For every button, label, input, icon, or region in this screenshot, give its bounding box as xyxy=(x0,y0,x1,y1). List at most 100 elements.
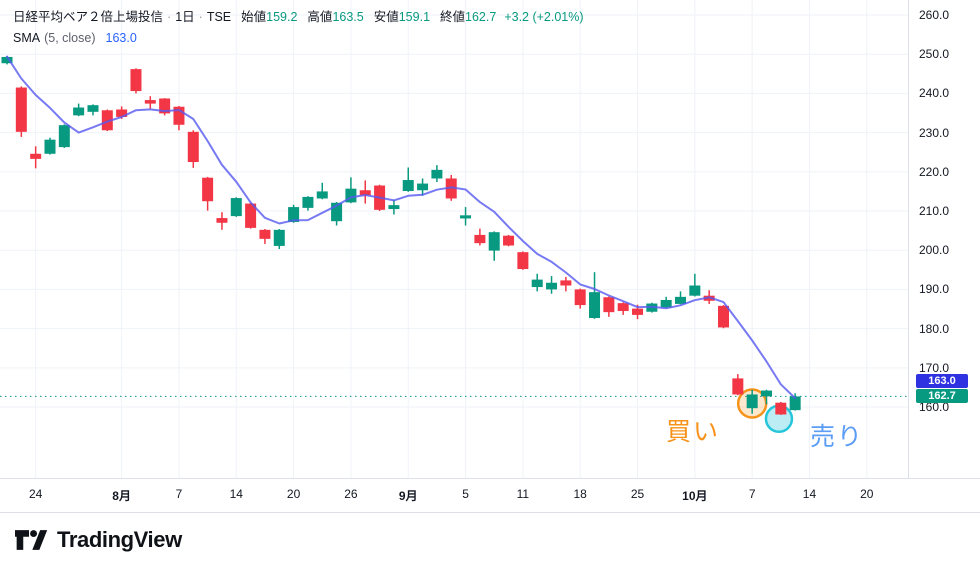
price-axis-label: 170.0 xyxy=(919,360,950,375)
ohlc-label: 始値 xyxy=(241,10,267,24)
candle xyxy=(345,188,357,203)
time-axis-label: 11 xyxy=(516,487,530,501)
candle xyxy=(130,69,142,92)
candle xyxy=(144,100,156,104)
time-axis-label: 8月 xyxy=(112,489,131,503)
price-axis[interactable]: 260.0 250.0 240.0 230.0 220.0 210.0 200.0 190.0… xyxy=(908,0,980,478)
candle xyxy=(560,280,572,286)
candle xyxy=(87,105,99,112)
ohlc-value: 159.1 xyxy=(398,10,431,24)
time-axis-label: 20 xyxy=(286,487,301,501)
tradingview-logo[interactable]: TradingView xyxy=(15,527,182,553)
candle xyxy=(73,107,85,116)
price-axis-label: 220.0 xyxy=(919,164,950,179)
candle xyxy=(216,218,228,223)
candle xyxy=(732,378,744,395)
ohlc-value: 163.5 xyxy=(332,10,364,24)
time-axis-label: 7 xyxy=(175,487,183,501)
symbol-title[interactable]: 日経平均ベア２倍上場投信 xyxy=(13,10,164,24)
indicator-value: 163.0 xyxy=(105,31,137,45)
candle xyxy=(589,292,601,319)
time-axis-label: 14 xyxy=(802,487,817,501)
candle xyxy=(718,305,729,328)
candle xyxy=(259,229,271,239)
candle xyxy=(746,394,758,409)
candle xyxy=(775,402,787,415)
price-axis-label: 230.0 xyxy=(919,125,950,140)
time-axis-label: 5 xyxy=(462,487,469,501)
ohlc-label: 安値 xyxy=(373,10,399,24)
candle xyxy=(603,297,615,313)
candle xyxy=(116,109,128,117)
ohlc-label: 高値 xyxy=(307,10,333,24)
candlestick-chart[interactable] xyxy=(0,0,908,478)
time-axis-label: 25 xyxy=(630,487,645,501)
sma-value-badge: 163.0 xyxy=(916,374,968,389)
candle xyxy=(101,110,113,131)
change-value: +3.2 (+2.01%) xyxy=(504,10,584,24)
candle xyxy=(503,235,515,246)
candle xyxy=(173,106,185,125)
price-axis-label: 240.0 xyxy=(919,86,950,101)
candle xyxy=(302,196,314,208)
candle xyxy=(273,229,285,246)
footer: TradingView xyxy=(15,523,182,557)
buy-annotation: 買い xyxy=(666,418,721,446)
price-axis-label: 160.0 xyxy=(919,400,950,414)
candle xyxy=(517,252,529,270)
legend-separator: · xyxy=(167,10,172,24)
chart-plot-area[interactable] xyxy=(0,0,908,478)
time-axis-label: 14 xyxy=(229,487,243,501)
last-price-badge: 162.7 xyxy=(916,389,968,404)
indicator-name[interactable]: SMA xyxy=(13,31,41,45)
candle xyxy=(316,191,328,199)
price-axis-label: 180.0 xyxy=(919,321,950,336)
candle xyxy=(546,282,558,290)
candle xyxy=(359,190,371,196)
candle xyxy=(202,177,214,202)
gridlines xyxy=(0,0,908,478)
price-axis-label: 210.0 xyxy=(919,204,950,218)
tradingview-wordmark: TradingView xyxy=(57,527,182,552)
candle xyxy=(531,279,543,288)
candle xyxy=(617,303,629,311)
ohlc-value: 159.2 xyxy=(266,10,298,24)
time-axis-label: 24 xyxy=(28,487,43,501)
time-axis-label: 20 xyxy=(860,487,874,501)
candle xyxy=(789,396,801,411)
candle xyxy=(689,285,701,296)
sma-line xyxy=(6,55,797,400)
indicator-params: (5, close) xyxy=(44,31,96,45)
price-axis-label: 200.0 xyxy=(919,243,950,258)
legend-separator: · xyxy=(198,10,203,24)
ohlc-values: 始値159.2 高値163.5 安値159.1 終値162.7 xyxy=(231,10,496,24)
candle xyxy=(15,87,27,132)
candle xyxy=(30,153,42,159)
candle xyxy=(331,202,343,222)
sell-annotation: 売り xyxy=(810,423,865,451)
candle xyxy=(574,289,586,306)
ohlc-label: 終値 xyxy=(440,10,466,24)
candle xyxy=(488,232,500,251)
price-axis-label: 250.0 xyxy=(919,47,950,62)
time-axis[interactable]: 24 8月 7 14 20 26 9月 5 11 18 25 10月 7 14 20 xyxy=(0,478,980,513)
candle xyxy=(245,203,257,228)
symbol-legend-row: 日経平均ベア２倍上場投信 · 1日 · TSE 始値159.2 高値163.5 安値159.1… xyxy=(13,7,584,27)
interval-value[interactable]: 1日 xyxy=(175,10,195,24)
candle xyxy=(474,234,486,244)
ohlc-value: 162.7 xyxy=(465,10,497,24)
candle xyxy=(660,299,672,308)
candle xyxy=(388,205,400,210)
candle xyxy=(58,125,70,148)
exchange-name: TSE xyxy=(206,10,232,24)
candle xyxy=(632,308,644,315)
candle xyxy=(288,207,300,222)
indicator-legend-row: SMA (5, close) 163.0 xyxy=(13,28,584,48)
candle xyxy=(460,215,472,219)
chart-legend: 日経平均ベア２倍上場投信 · 1日 · TSE 始値159.2 高値163.5 安値159.1… xyxy=(13,7,584,48)
price-axis-label: 260.0 xyxy=(919,8,950,22)
candle xyxy=(760,390,772,397)
candle xyxy=(675,296,687,304)
candle xyxy=(1,56,13,64)
